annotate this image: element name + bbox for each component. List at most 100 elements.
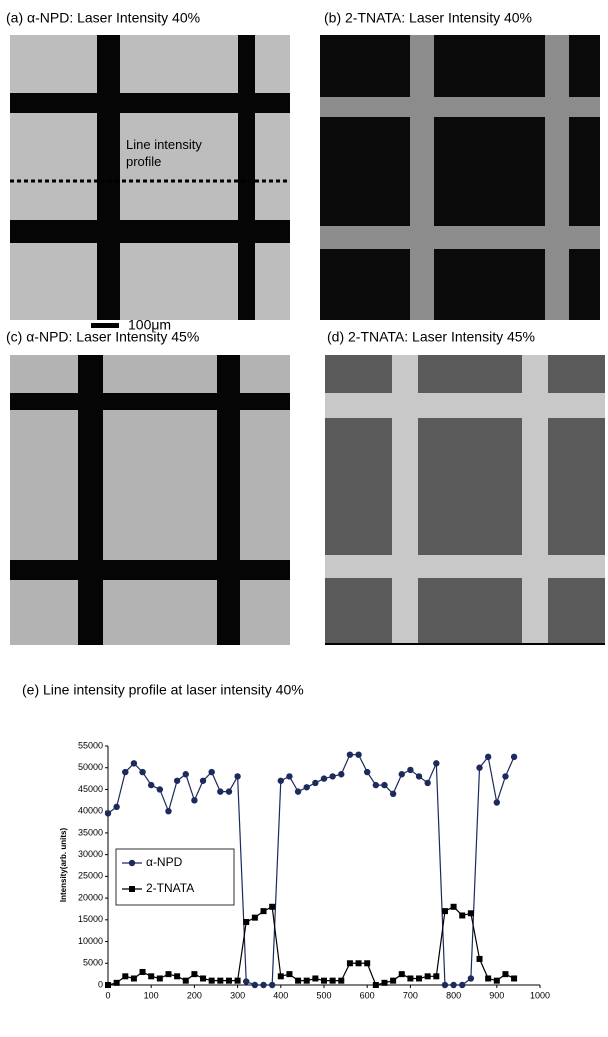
marker <box>156 786 164 793</box>
marker <box>389 790 397 797</box>
marker <box>234 773 241 780</box>
marker <box>424 973 431 980</box>
marker <box>286 971 293 978</box>
marker <box>243 918 250 925</box>
marker <box>338 977 345 984</box>
marker <box>493 799 500 806</box>
marker <box>268 981 276 989</box>
marker <box>450 903 457 910</box>
marker <box>485 975 492 982</box>
marker <box>390 977 397 984</box>
annotation-box: Line intensity profile <box>126 137 202 169</box>
marker <box>139 768 146 776</box>
x-tick-label: 500 <box>316 990 331 1000</box>
scale-bar <box>91 323 119 328</box>
marker <box>105 982 111 988</box>
marker <box>303 977 310 984</box>
legend-label: α-NPD <box>146 855 183 869</box>
marker <box>510 753 518 761</box>
x-tick-label: 900 <box>489 990 504 1000</box>
marker <box>122 973 129 980</box>
marker <box>364 960 371 967</box>
marker <box>122 768 129 776</box>
marker <box>182 977 189 984</box>
panel-image <box>10 35 290 320</box>
y-tick-label: 50000 <box>78 762 103 772</box>
marker <box>113 803 120 811</box>
legend-marker <box>128 859 136 867</box>
marker <box>424 779 431 787</box>
marker <box>441 981 449 989</box>
x-tick-label: 100 <box>144 990 159 1000</box>
marker <box>355 751 362 758</box>
marker <box>338 771 345 778</box>
marker <box>139 968 146 975</box>
x-tick-label: 200 <box>187 990 202 1000</box>
marker <box>260 908 267 915</box>
marker <box>346 751 354 758</box>
y-tick-label: 55000 <box>78 740 103 750</box>
marker <box>148 781 155 789</box>
marker <box>467 975 475 982</box>
marker <box>321 977 327 984</box>
y-tick-label: 5000 <box>83 958 103 968</box>
marker <box>234 977 241 984</box>
panel-label: (a) α-NPD: Laser Intensity 40% <box>6 10 200 26</box>
marker <box>191 797 198 804</box>
marker <box>277 777 284 784</box>
y-tick-label: 15000 <box>78 914 103 924</box>
marker <box>329 773 336 780</box>
x-tick-label: 300 <box>230 990 245 1000</box>
marker <box>441 908 448 915</box>
y-tick-label: 30000 <box>78 849 103 859</box>
marker <box>511 975 518 982</box>
marker <box>329 977 336 984</box>
legend-box <box>115 848 235 906</box>
y-tick-label: 10000 <box>78 936 103 946</box>
marker <box>416 975 423 982</box>
marker <box>320 775 328 782</box>
marker <box>113 979 120 986</box>
marker <box>312 975 319 982</box>
marker <box>493 977 500 984</box>
marker <box>502 971 509 978</box>
panel-image <box>320 35 600 320</box>
marker <box>225 788 233 795</box>
marker <box>459 981 466 989</box>
marker <box>156 975 163 982</box>
marker <box>208 768 215 776</box>
marker <box>217 788 224 795</box>
marker <box>372 982 379 988</box>
marker <box>217 977 224 984</box>
x-tick-label: 800 <box>446 990 461 1000</box>
marker <box>415 773 423 780</box>
panel-image <box>10 355 290 645</box>
panel-label: (b) 2-TNATA: Laser Intensity 40% <box>324 10 532 26</box>
marker <box>294 788 302 795</box>
x-tick-label: 400 <box>273 990 288 1000</box>
marker <box>191 971 198 978</box>
marker <box>130 760 138 767</box>
y-tick-label: 0 <box>98 979 103 989</box>
marker <box>476 764 483 771</box>
marker <box>364 768 371 776</box>
marker <box>433 760 440 767</box>
y-tick-label: 35000 <box>78 827 103 837</box>
marker <box>208 977 215 984</box>
marker <box>165 807 172 815</box>
legend-marker <box>129 886 135 892</box>
y-tick-label: 45000 <box>78 784 103 794</box>
x-tick-label: 600 <box>360 990 375 1000</box>
marker <box>130 975 137 982</box>
marker <box>199 777 207 784</box>
marker <box>502 773 509 780</box>
marker <box>269 903 276 910</box>
y-tick-label: 20000 <box>78 892 103 902</box>
chart-title: (e) Line intensity profile at laser inte… <box>22 682 304 698</box>
marker <box>295 977 302 984</box>
marker <box>225 977 232 984</box>
y-tick-label: 25000 <box>78 871 103 881</box>
panel-label: (c) α-NPD: Laser Intensity 45% <box>6 329 199 345</box>
marker <box>277 973 284 980</box>
